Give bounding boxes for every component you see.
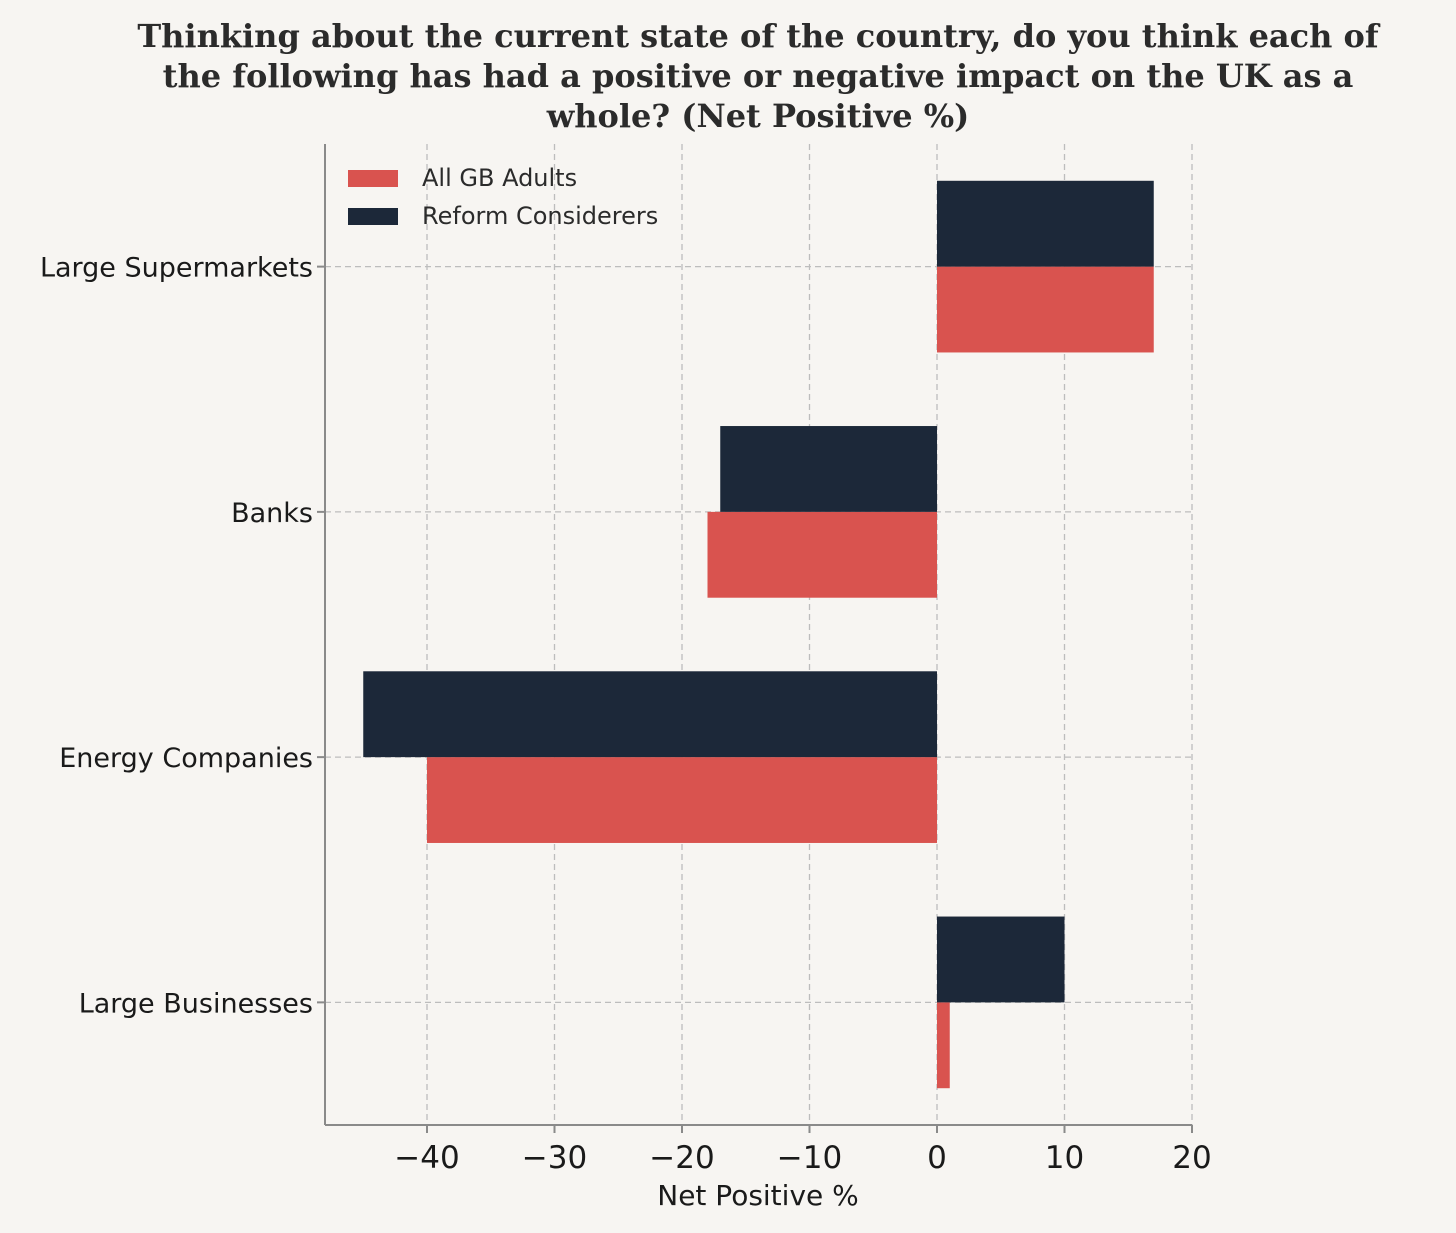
legend-swatch-1: [348, 208, 398, 225]
legend-label-0: All GB Adults: [422, 164, 577, 192]
legend: All GB Adults Reform Considerers: [348, 164, 658, 230]
category-label-2: Energy Companies: [59, 743, 313, 774]
x-tick-label-3: −10: [777, 1140, 842, 1176]
category-label-1: Banks: [231, 498, 313, 529]
title-line-1: Thinking about the current state of the …: [137, 17, 1381, 55]
x-tick-label-5: 10: [1045, 1140, 1084, 1176]
bar-all-gb-adults-3: [937, 1002, 950, 1089]
bar-reform-considerers-0: [937, 180, 1154, 267]
x-tick-label-2: −20: [649, 1140, 714, 1176]
bar-all-gb-adults-1: [707, 511, 937, 598]
bar-reform-considerers-3: [937, 916, 1065, 1003]
title-line-2: the following has had a positive or nega…: [163, 57, 1354, 95]
x-tick-label-1: −30: [522, 1140, 587, 1176]
bar-reform-considerers-2: [363, 671, 937, 758]
x-ticks: −40 −30 −20 −10 0 10 20: [394, 1125, 1212, 1176]
y-categories: Large Supermarkets Banks Energy Companies L…: [40, 253, 325, 1019]
chart-title: Thinking about the current state of the …: [137, 17, 1381, 135]
bars: [363, 180, 1154, 1089]
x-tick-label-0: −40: [394, 1140, 459, 1176]
bar-reform-considerers-1: [720, 426, 937, 512]
x-tick-label-4: 0: [927, 1140, 947, 1176]
axes: [324, 144, 1192, 1126]
legend-label-1: Reform Considerers: [422, 202, 658, 230]
category-label-0: Large Supermarkets: [40, 253, 313, 284]
legend-swatch-0: [348, 170, 398, 187]
bar-all-gb-adults-2: [427, 757, 937, 843]
category-label-3: Large Businesses: [79, 988, 313, 1019]
x-axis-title: Net Positive %: [657, 1179, 859, 1212]
x-tick-label-6: 20: [1172, 1140, 1211, 1176]
title-line-3: whole? (Net Positive %): [546, 97, 970, 135]
bar-all-gb-adults-0: [937, 266, 1154, 353]
